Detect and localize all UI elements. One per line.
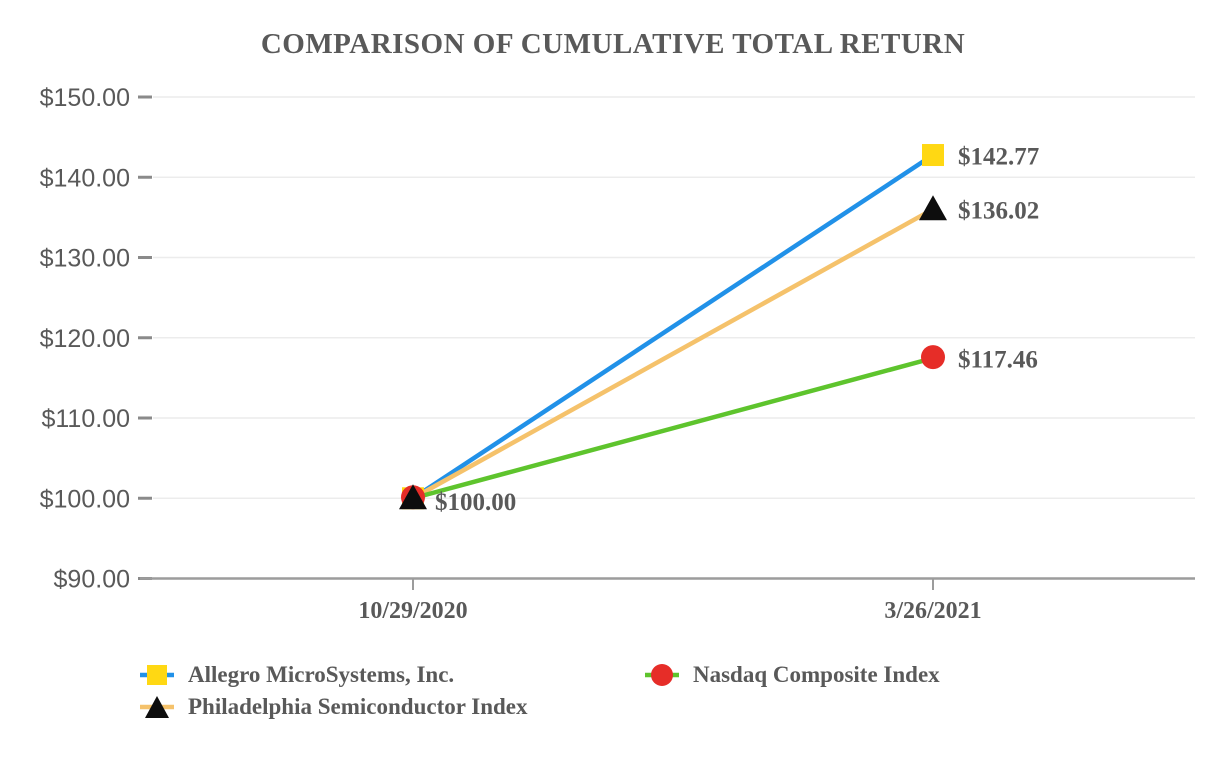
legend-circle-marker-icon: [645, 662, 679, 688]
legend-marker-glyph: [645, 664, 679, 686]
triangle-marker: [919, 195, 947, 221]
chart-title: COMPARISON OF CUMULATIVE TOTAL RETURN: [260, 28, 966, 60]
triangle-icon: [145, 696, 169, 718]
y-axis-label: $120.00: [40, 325, 130, 353]
triangle-marker: [399, 484, 427, 510]
legend-item-allegro: Allegro MicroSystems, Inc.: [140, 662, 645, 688]
y-axis-label: $110.00: [41, 405, 130, 433]
point-value-label: $117.46: [958, 347, 1038, 374]
x-axis-label: 3/26/2021: [884, 598, 981, 624]
y-axis-label: $150.00: [40, 84, 130, 112]
legend-label: Philadelphia Semiconductor Index: [188, 694, 528, 719]
legend-square-marker-icon: [140, 662, 174, 688]
y-axis-label: $130.00: [40, 245, 130, 273]
legend-label: Allegro MicroSystems, Inc.: [188, 662, 455, 687]
series-line: [410, 206, 936, 501]
x-axis-label: 10/29/2020: [358, 598, 467, 624]
circle-icon: [651, 664, 673, 686]
cumulative-return-chart: $150.00 $140.00 $130.00 $120.00 $110.00 $100.…: [40, 84, 1195, 624]
square-marker: [922, 144, 944, 167]
legend-item-philadelphia: Philadelphia Semiconductor Index: [140, 694, 645, 720]
legend-label: Nasdaq Composite Index: [693, 662, 940, 687]
legend-marker-glyph: [140, 665, 174, 685]
y-axis-label: $90.00: [54, 566, 130, 594]
legend-triangle-marker-icon: [140, 694, 174, 720]
point-value-label: $100.00: [435, 489, 516, 516]
legend-marker-glyph: [140, 696, 174, 718]
series-line: [410, 355, 936, 501]
legend-item-nasdaq: Nasdaq Composite Index: [645, 662, 940, 688]
y-axis-label: $140.00: [40, 164, 130, 192]
y-axis-label: $100.00: [40, 485, 130, 513]
circle-marker: [921, 345, 945, 370]
point-value-label: $136.02: [958, 198, 1039, 225]
square-icon: [147, 665, 167, 685]
chart-legend: Allegro MicroSystems, Inc. Nasdaq Compos…: [140, 662, 940, 720]
series-line: [410, 152, 936, 501]
point-value-label: $142.77: [958, 144, 1039, 171]
